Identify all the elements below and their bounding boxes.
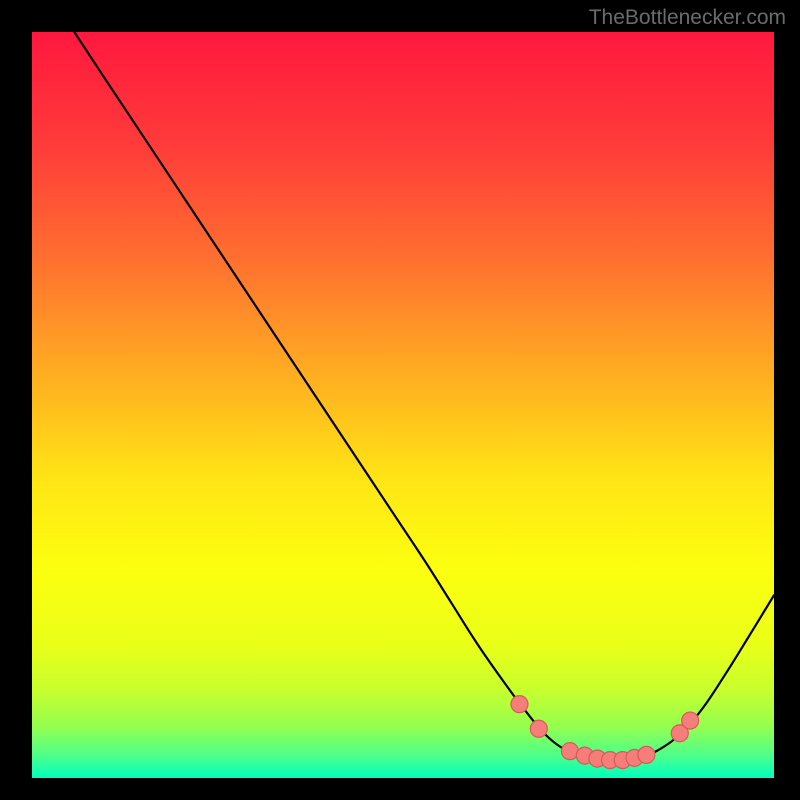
chart-svg xyxy=(0,0,800,800)
chart-container: TheBottlenecker.com xyxy=(0,0,800,800)
data-marker xyxy=(530,720,547,737)
data-marker xyxy=(638,746,655,763)
data-marker xyxy=(511,696,528,713)
data-marker xyxy=(682,712,699,729)
